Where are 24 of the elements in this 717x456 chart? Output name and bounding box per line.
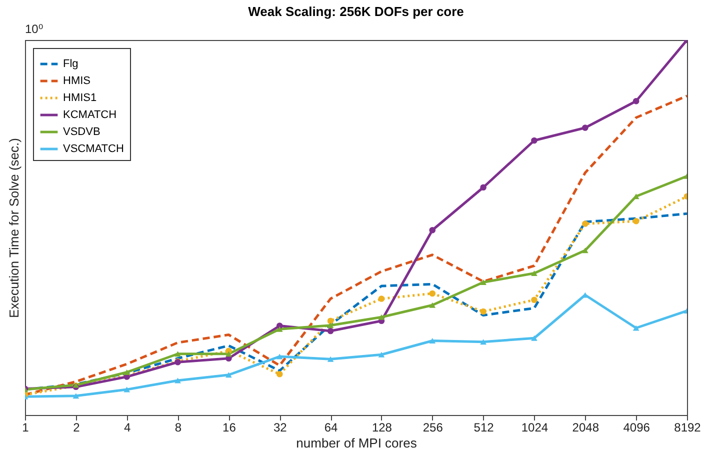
x-tick-label: 4096 [623, 420, 650, 434]
x-tick-label: 8192 [674, 420, 702, 434]
x-tick-label: 32 [273, 420, 288, 434]
x-tick-label: 64 [324, 420, 338, 434]
legend-label: VSDVB [63, 126, 100, 138]
x-tick-label: 1024 [521, 420, 548, 434]
legend-label: HMIS1 [63, 92, 97, 104]
x-tick-label: 512 [474, 420, 494, 434]
y-axis-title: Execution Time for Solve (sec.) [6, 138, 22, 318]
x-tick-label: 2048 [572, 420, 600, 434]
x-tick-label: 128 [372, 420, 392, 434]
legend-label: HMIS [63, 75, 90, 87]
legend-label: VSCMATCH [63, 143, 124, 155]
x-tick-label: 8 [174, 420, 182, 434]
x-tick-label: 2 [73, 420, 80, 434]
x-axis-title: number of MPI cores [296, 436, 418, 450]
x-tick-label: 1 [22, 420, 30, 434]
x-tick-label: 16 [222, 420, 236, 434]
legend-label: Flg [63, 58, 78, 70]
chart-title: Weak Scaling: 256K DOFs per core [248, 4, 464, 19]
text: 10⁰ [25, 22, 44, 36]
x-tick-label: 4 [124, 420, 131, 434]
x-tick-label: 256 [422, 420, 444, 434]
legend-label: KCMATCH [63, 109, 117, 121]
